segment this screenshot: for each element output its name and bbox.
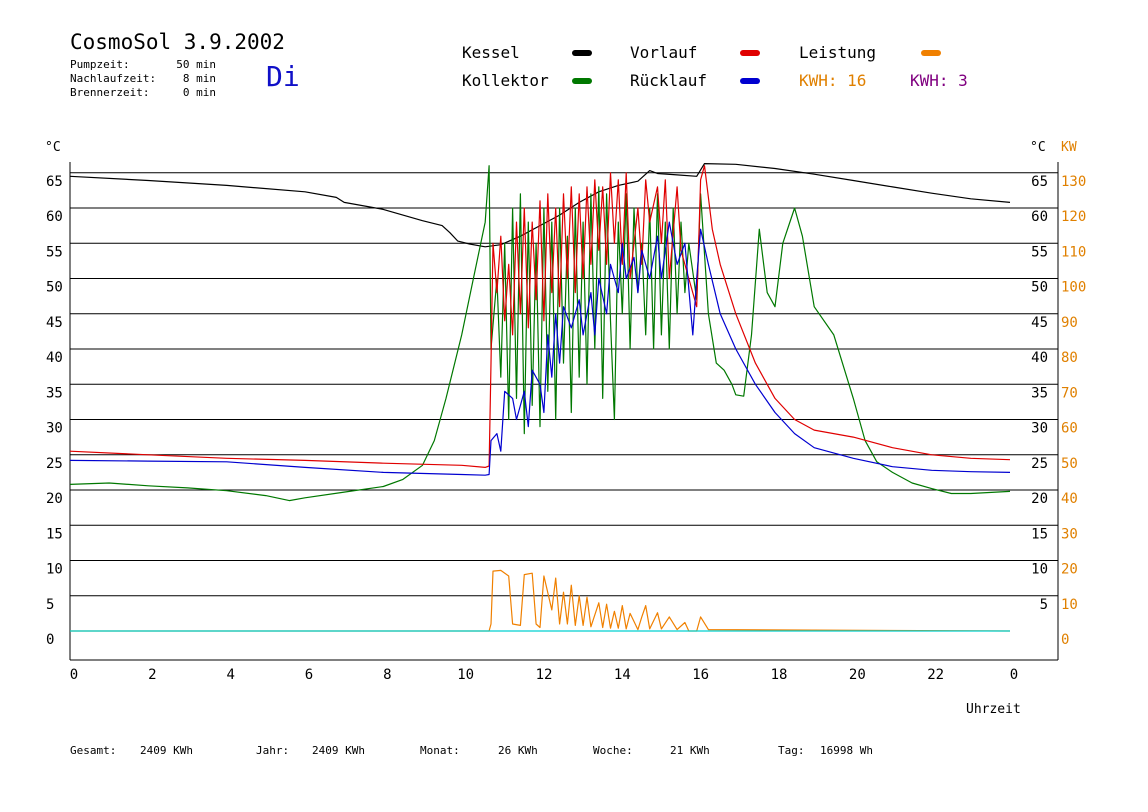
footer-jahr-value: 2409 KWh bbox=[312, 744, 365, 757]
x-axis-label: Uhrzeit bbox=[966, 702, 1021, 717]
legend-kwh-2: KWH: 3 bbox=[910, 71, 968, 90]
y-tick-power-50: 50 bbox=[1061, 456, 1078, 472]
y-tick-power-120: 120 bbox=[1061, 209, 1086, 225]
legend-leistung-label: Leistung bbox=[799, 43, 877, 62]
param-value-nachlaufzeit: 8 min bbox=[182, 72, 216, 85]
y-tick-right-60: 60 bbox=[1031, 209, 1048, 225]
y-tick-right-20: 20 bbox=[1031, 491, 1048, 507]
y-tick-right-45: 45 bbox=[1031, 315, 1048, 331]
x-tick-8: 16 bbox=[692, 667, 709, 683]
y-tick-power-80: 80 bbox=[1061, 350, 1078, 366]
y-unit-left: °C bbox=[45, 140, 61, 155]
footer-tag-value: 16998 Wh bbox=[820, 744, 873, 757]
legend-vorlauf-swatch bbox=[740, 50, 760, 56]
footer-jahr-label: Jahr: bbox=[256, 744, 290, 757]
y-tick-right-30: 30 bbox=[1031, 421, 1048, 437]
footer-tag-label: Tag: bbox=[778, 744, 805, 757]
tick-labels: °C °C KW0510152025303540455055606551015202… bbox=[45, 140, 1086, 683]
y-tick-power-100: 100 bbox=[1061, 280, 1086, 296]
x-tick-5: 10 bbox=[457, 667, 474, 683]
y-tick-power-0: 0 bbox=[1061, 632, 1069, 648]
y-tick-power-20: 20 bbox=[1061, 562, 1078, 578]
grid-lines bbox=[70, 172, 1058, 597]
x-tick-11: 22 bbox=[927, 667, 944, 683]
x-tick-3: 6 bbox=[305, 667, 313, 683]
y-tick-left-10: 10 bbox=[46, 562, 63, 578]
y-unit-right-power: KW bbox=[1061, 140, 1077, 155]
param-value-pumpzeit: 50 min bbox=[176, 58, 216, 71]
y-tick-left-40: 40 bbox=[46, 350, 63, 366]
param-label-nachlaufzeit: Nachlaufzeit: bbox=[70, 72, 157, 85]
y-tick-left-50: 50 bbox=[46, 280, 63, 296]
legend-kwh-1: KWH: 16 bbox=[799, 71, 867, 90]
y-tick-left-60: 60 bbox=[46, 209, 63, 225]
y-tick-right-10: 10 bbox=[1031, 562, 1048, 578]
x-tick-9: 18 bbox=[771, 667, 788, 683]
x-tick-2: 4 bbox=[226, 667, 234, 683]
x-tick-10: 20 bbox=[849, 667, 866, 683]
x-tick-12: 0 bbox=[1010, 667, 1018, 683]
series-lines bbox=[69, 163, 1011, 632]
series-line-leistung bbox=[70, 569, 1011, 632]
weekday-label: Di bbox=[266, 60, 300, 93]
param-value-brennerzeit: 0 min bbox=[182, 86, 216, 99]
y-tick-power-130: 130 bbox=[1061, 174, 1086, 190]
y-tick-right-50: 50 bbox=[1031, 280, 1048, 296]
y-tick-left-0: 0 bbox=[46, 632, 54, 648]
x-tick-0: 0 bbox=[70, 667, 78, 683]
x-tick-4: 8 bbox=[383, 667, 391, 683]
y-tick-power-30: 30 bbox=[1061, 526, 1078, 542]
x-tick-7: 14 bbox=[614, 667, 631, 683]
y-tick-left-45: 45 bbox=[46, 315, 63, 331]
y-tick-right-40: 40 bbox=[1031, 350, 1048, 366]
y-tick-left-30: 30 bbox=[46, 421, 63, 437]
y-tick-power-40: 40 bbox=[1061, 491, 1078, 507]
y-tick-power-70: 70 bbox=[1061, 385, 1078, 401]
legend-kessel-label: Kessel bbox=[462, 43, 520, 62]
legend-leistung-swatch bbox=[921, 50, 941, 56]
y-tick-left-20: 20 bbox=[46, 491, 63, 507]
y-unit-right-temp: °C bbox=[1030, 140, 1046, 155]
legend-ruecklauf-swatch bbox=[740, 78, 760, 84]
legend-kollektor-swatch bbox=[572, 78, 592, 84]
legend-vorlauf-label: Vorlauf bbox=[630, 43, 698, 62]
y-tick-left-15: 15 bbox=[46, 526, 63, 542]
legend-ruecklauf-label: Rücklauf bbox=[630, 71, 708, 90]
legend-kessel-swatch bbox=[572, 50, 592, 56]
y-tick-right-35: 35 bbox=[1031, 385, 1048, 401]
footer-gesamt-value: 2409 KWh bbox=[140, 744, 193, 757]
series-line-vorlauf bbox=[69, 165, 1011, 468]
x-tick-6: 12 bbox=[536, 667, 553, 683]
axes bbox=[69, 162, 1059, 661]
footer-woche-value: 21 KWh bbox=[670, 744, 710, 757]
y-tick-power-90: 90 bbox=[1061, 315, 1078, 331]
series-line-r-cklauf bbox=[69, 221, 1011, 476]
y-tick-power-110: 110 bbox=[1061, 244, 1086, 260]
y-tick-left-25: 25 bbox=[46, 456, 63, 472]
y-tick-right-55: 55 bbox=[1031, 244, 1048, 260]
y-tick-right-25: 25 bbox=[1031, 456, 1048, 472]
y-tick-left-35: 35 bbox=[46, 385, 63, 401]
footer-monat-value: 26 KWh bbox=[498, 744, 538, 757]
footer-woche-label: Woche: bbox=[593, 744, 633, 757]
y-tick-power-10: 10 bbox=[1061, 597, 1078, 613]
param-label-brennerzeit: Brennerzeit: bbox=[70, 86, 150, 99]
y-tick-left-65: 65 bbox=[46, 174, 63, 190]
y-tick-left-5: 5 bbox=[46, 597, 54, 613]
footer-gesamt-label: Gesamt: bbox=[70, 744, 117, 757]
y-tick-right-65: 65 bbox=[1031, 174, 1048, 190]
y-tick-right-5: 5 bbox=[1040, 597, 1048, 613]
footer-monat-label: Monat: bbox=[420, 744, 460, 757]
param-label-pumpzeit: Pumpzeit: bbox=[70, 58, 130, 71]
chart-title: CosmoSol 3.9.2002 bbox=[70, 30, 285, 54]
x-tick-1: 2 bbox=[148, 667, 156, 683]
y-tick-left-55: 55 bbox=[46, 244, 63, 260]
series-line-kollektor bbox=[69, 165, 1011, 502]
legend-kollektor-label: Kollektor bbox=[462, 71, 549, 90]
y-tick-power-60: 60 bbox=[1061, 421, 1078, 437]
y-tick-right-15: 15 bbox=[1031, 526, 1048, 542]
